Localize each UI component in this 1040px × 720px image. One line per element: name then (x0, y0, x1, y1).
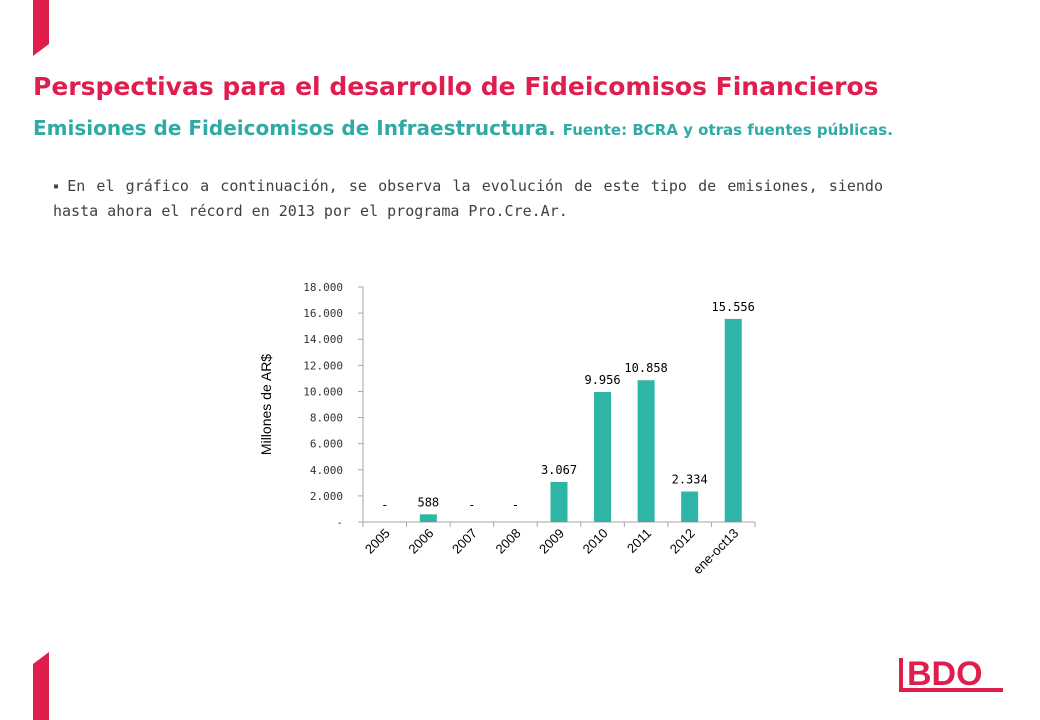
emissions-bar-chart: - 2.000 4.000 6.000 8.000 10.000 12.000 14.000 1… (258, 281, 756, 577)
y-tick-label: 16.000 (303, 307, 343, 320)
x-tick-label-2009: 2009 (536, 526, 567, 557)
x-tick-label-2010: 2010 (580, 526, 611, 557)
bdo-logo: BDO (899, 655, 1003, 693)
bar-2009 (550, 481, 568, 522)
y-tick-label: 12.000 (303, 359, 343, 372)
bar-2011 (637, 380, 655, 522)
y-tick-label: 4.000 (310, 464, 343, 477)
x-tick-label-2007: 2007 (449, 526, 480, 557)
x-tick-label-2008: 2008 (493, 526, 524, 557)
data-label-2010: 9.956 (584, 373, 620, 387)
bar-2006 (419, 514, 437, 522)
data-label-2005: - (381, 498, 388, 512)
logo-bar (899, 658, 903, 688)
y-tick-label: 2.000 (310, 490, 343, 503)
data-label-ene-oct13: 15.556 (712, 300, 755, 314)
bullet-text: En el gráfico a continuación, se observa… (53, 177, 883, 220)
data-label-2012: 2.334 (672, 473, 708, 487)
bullet-mark-icon: ▪ (53, 181, 62, 192)
slide-subtitle: Emisiones de Fideicomisos de Infraestruc… (33, 116, 893, 140)
top-accent-shape (33, 0, 49, 56)
y-tick-label: - (336, 516, 343, 529)
subtitle-source: Fuente: BCRA y otras fuentes públicas. (562, 121, 893, 139)
x-tick-label-2006: 2006 (405, 526, 436, 557)
bottom-accent-shape (33, 652, 49, 720)
bar-2010 (594, 392, 612, 522)
bullet-paragraph: ▪ En el gráfico a continuación, se observ… (53, 174, 883, 223)
x-tick-label-2012: 2012 (667, 526, 698, 557)
y-tick-label: 10.000 (303, 385, 343, 398)
data-label-2009: 3.067 (541, 463, 577, 477)
bar-2012 (681, 491, 699, 522)
logo-text: BDO (907, 655, 983, 693)
y-tick-label: 6.000 (310, 438, 343, 451)
logo-underline (899, 688, 1003, 692)
data-label-2006: 588 (417, 495, 439, 509)
y-tick-label: 8.000 (310, 412, 343, 425)
y-tick-label: 14.000 (303, 333, 343, 346)
y-tick-label: 18.000 (303, 281, 343, 294)
x-tick-label-2011: 2011 (624, 526, 654, 556)
data-label-2011: 10.858 (624, 361, 667, 375)
y-axis-title: Millones de AR$ (258, 354, 274, 455)
bar-ene-oct13 (724, 318, 742, 522)
subtitle-main: Emisiones de Fideicomisos de Infraestruc… (33, 116, 556, 140)
slide-title: Perspectivas para el desarrollo de Fidei… (33, 72, 879, 101)
data-label-2008: - (512, 498, 519, 512)
x-tick-label-2005: 2005 (362, 526, 393, 557)
x-tick-label-ene-oct13: ene-oct13 (690, 526, 741, 577)
data-label-2007: - (468, 498, 475, 512)
